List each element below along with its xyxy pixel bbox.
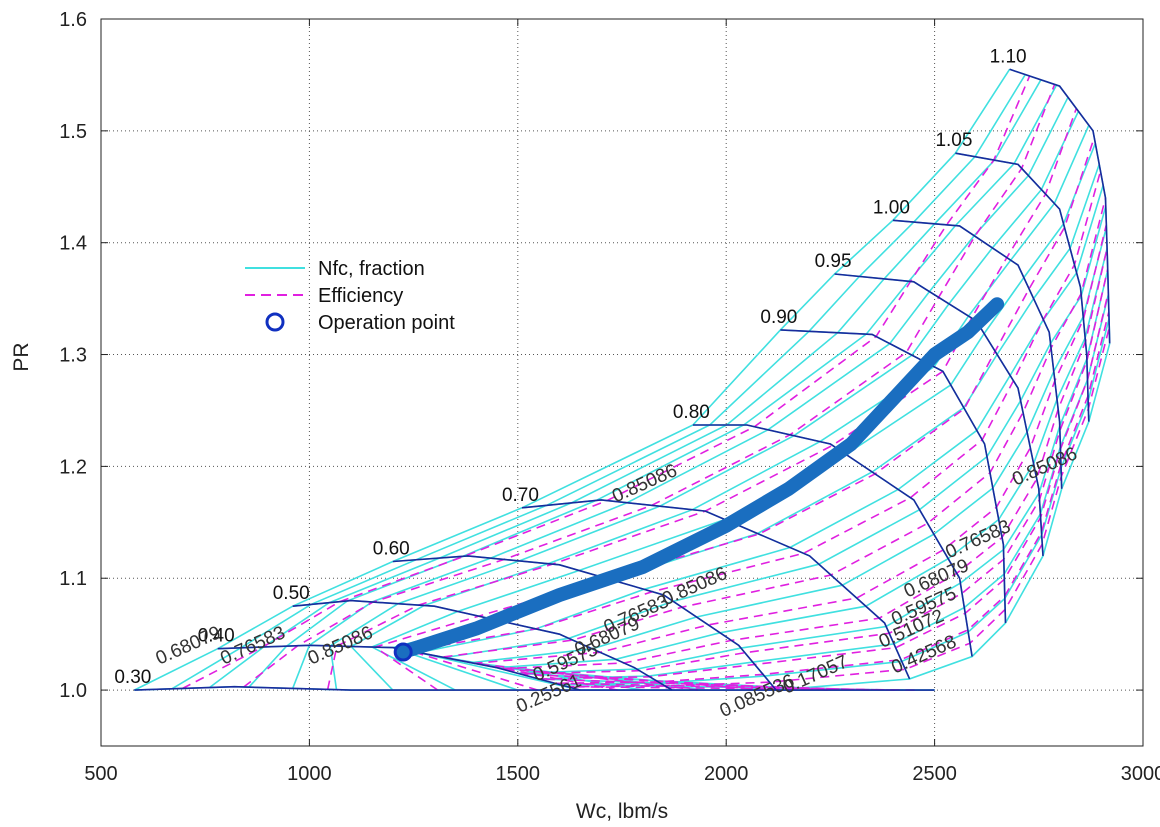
x-axis-title: Wc, lbm/s [576, 800, 668, 823]
operating-line-path [396, 297, 1005, 659]
y-tick-label: 1.1 [59, 568, 87, 590]
efficiency-line [554, 311, 1110, 691]
speed-curve [134, 685, 935, 691]
speed-line-label: 1.00 [873, 197, 910, 218]
speed-curve [692, 424, 973, 657]
x-tick-label: 2000 [704, 763, 749, 785]
efficiency-line [567, 327, 1110, 691]
efficiency-label: 0.85086 [659, 563, 730, 610]
legend: Nfc, fraction Efficiency Operation point [245, 258, 455, 334]
speed-line-label: 1.10 [990, 46, 1027, 67]
nfc-line [580, 343, 1111, 691]
speed-curve [892, 219, 1063, 489]
speed-line-label: 0.95 [815, 251, 852, 272]
y-tick-label: 1.4 [59, 233, 87, 255]
chart-labels: 0.30 0.40 0.50 0.60 0.70 0.80 0.90 0.95 1.00 1.05… [114, 46, 1080, 722]
legend-label-nfc: Nfc, fraction [318, 258, 425, 280]
x-tick-label: 1500 [496, 763, 541, 785]
x-tick-label: 500 [84, 763, 117, 785]
speed-line-label: 0.90 [760, 307, 797, 328]
legend-swatch-operation-point [265, 312, 285, 332]
y-tick-label: 1.6 [59, 9, 87, 31]
speed-line-label: 0.50 [273, 583, 310, 604]
y-axis-title: PR [10, 342, 33, 371]
x-tick-label: 1000 [287, 763, 332, 785]
plot-frame [100, 18, 1144, 747]
speed-curve [521, 499, 911, 680]
legend-label-efficiency: Efficiency [318, 285, 403, 307]
speed-curve [834, 273, 1044, 556]
speed-line-label: 0.60 [373, 538, 410, 559]
axes: 500 1000 1500 2000 2500 3000 1.0 1.1 1.2 1.3 1.4 1.… [59, 9, 1160, 785]
y-tick-label: 1.3 [59, 345, 87, 367]
legend-label-operation-point: Operation point [318, 312, 455, 334]
nfc-line [349, 124, 1090, 691]
y-tick-label: 1.0 [59, 680, 87, 702]
speed-curve [955, 152, 1090, 422]
efficiency-label: 0.17057 [780, 651, 851, 698]
speed-line-label: 0.30 [114, 667, 151, 688]
nfc-line [370, 143, 1097, 691]
speed-curve [1009, 68, 1111, 344]
speed-line-label: 1.05 [935, 130, 972, 151]
speed-curve [780, 329, 1007, 624]
nfc-line [390, 164, 1100, 691]
x-tick-label: 2500 [912, 763, 957, 785]
operation-point-marker [393, 642, 413, 662]
speed-line-label: 0.40 [198, 626, 235, 647]
y-tick-label: 1.5 [59, 121, 87, 143]
speed-line-label: 0.70 [502, 485, 539, 506]
speed-line-label: 0.80 [673, 402, 710, 423]
operating-line [393, 297, 1005, 662]
efficiency-line [519, 268, 1109, 691]
nfc-line [444, 206, 1107, 691]
efficiency-line [410, 170, 1102, 691]
speed-curve [217, 644, 581, 691]
y-tick-label: 1.2 [59, 456, 87, 478]
x-tick-label: 3000 [1121, 763, 1160, 785]
efficiency-line [326, 108, 1078, 690]
